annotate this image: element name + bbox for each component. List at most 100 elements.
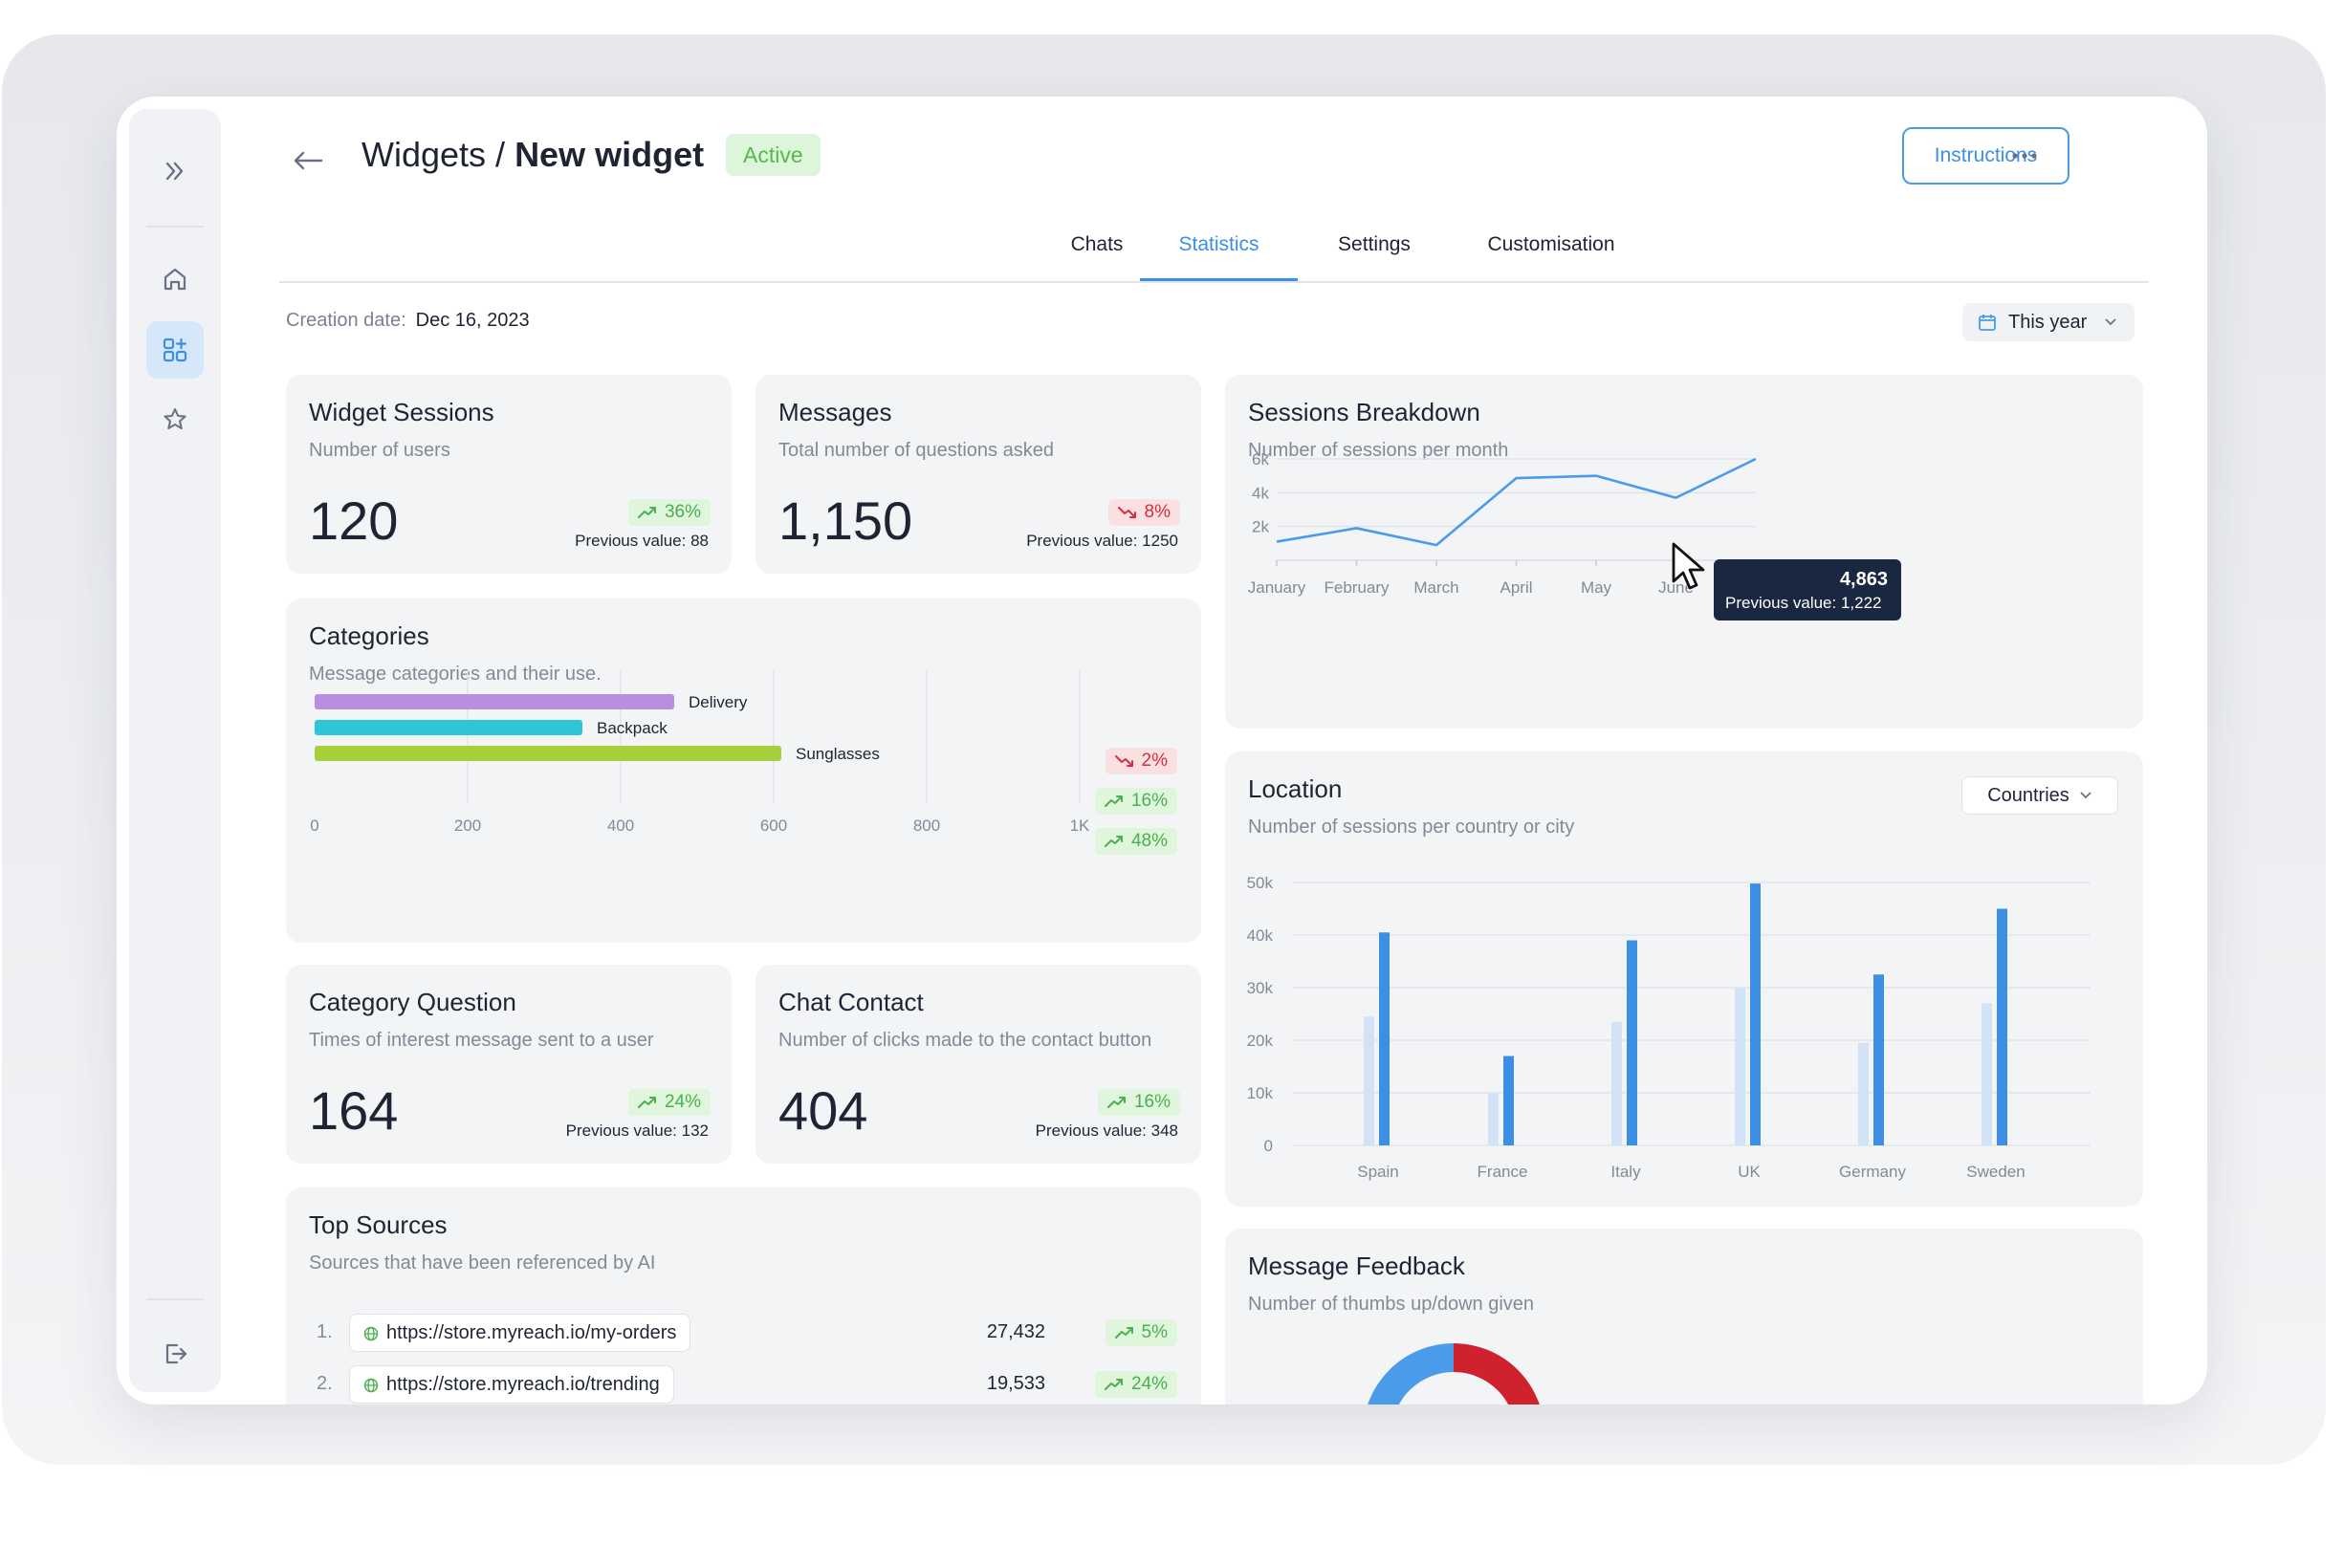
widgets-icon[interactable] [146, 321, 204, 379]
bar-current [1503, 1056, 1514, 1145]
chevron-down-icon [2080, 792, 2091, 799]
bar-label: Backpack [597, 719, 668, 737]
card-subtitle: Message categories and their use. [309, 664, 602, 685]
bar-current [1997, 908, 2007, 1145]
x-tick-label: February [1324, 578, 1390, 597]
trend-down-icon [1117, 507, 1136, 518]
x-tick-label: Spain [1357, 1163, 1398, 1181]
category-trend-backpack: 16% [1094, 788, 1177, 815]
breadcrumb-current: New widget [515, 135, 705, 174]
tab-settings[interactable]: Settings [1338, 233, 1411, 255]
back-arrow-icon[interactable] [284, 137, 332, 185]
location-type-select[interactable]: Countries [1961, 776, 2118, 815]
card-subtitle: Number of thumbs up/down given [1248, 1294, 1535, 1315]
trend-value: 2% [1141, 751, 1168, 771]
bar-label: Delivery [689, 693, 748, 711]
card-subtitle: Times of interest message sent to a user [309, 1030, 654, 1051]
more-dots-icon [2012, 153, 2037, 159]
x-tick-label: 600 [760, 817, 787, 835]
card-subtitle: Number of clicks made to the contact but… [778, 1030, 1152, 1051]
y-tick-label: 0 [1264, 1137, 1273, 1155]
bar-current [1750, 883, 1761, 1145]
x-tick-label: Sweden [1966, 1163, 2025, 1181]
more-options-button[interactable] [2001, 137, 2048, 175]
tab-chats[interactable]: Chats [1070, 233, 1124, 255]
bar-previous [1735, 988, 1745, 1145]
x-tick-label: April [1500, 578, 1532, 597]
trend-badge: 24% [1094, 1371, 1177, 1398]
trend-value: 36% [664, 502, 701, 522]
x-tick-label: May [1581, 578, 1612, 597]
x-tick-label: 200 [454, 817, 481, 835]
trend-badge: 5% [1105, 1319, 1177, 1346]
tab-statistics[interactable]: Statistics [1140, 233, 1298, 281]
creation-date-value: Dec 16, 2023 [415, 310, 530, 331]
star-icon[interactable] [146, 391, 204, 448]
trend-badge: 36% [627, 499, 711, 526]
source-link[interactable]: https://store.myreach.io/my-orders [349, 1314, 691, 1352]
previous-value: Previous value: 1250 [1026, 532, 1178, 550]
sidebar [129, 109, 221, 1392]
categories-chart: 0 200 400 600 800 1K Delivery Backpack Sunglasse… [310, 670, 1090, 835]
trend-up-icon [1114, 1327, 1133, 1339]
x-tick-label: Italy [1610, 1163, 1641, 1181]
card-title: Top Sources [309, 1210, 448, 1239]
trend-value: 24% [664, 1092, 701, 1112]
calendar-icon [1979, 315, 1996, 331]
date-range-select[interactable]: This year [1962, 303, 2135, 341]
card-subtitle: Total number of questions asked [778, 440, 1054, 461]
location-card: Location Number of sessions per country … [1225, 751, 2143, 1207]
globe-icon [363, 1326, 379, 1341]
metric-value: 404 [778, 1080, 868, 1141]
bar-previous [1858, 1042, 1869, 1145]
source-url: https://store.myreach.io/my-orders [386, 1321, 677, 1343]
logout-icon[interactable] [146, 1325, 204, 1383]
y-tick-label: 50k [1247, 874, 1274, 892]
instructions-button[interactable]: Instructions [1902, 127, 2069, 185]
trend-badge: 8% [1107, 499, 1180, 526]
card-title: Sessions Breakdown [1248, 398, 1480, 426]
x-tick-label: January [1248, 578, 1306, 597]
message-feedback-card: Message Feedback Number of thumbs up/dow… [1225, 1229, 2143, 1405]
trend-badge: 16% [1097, 1089, 1180, 1116]
trend-down-icon [1114, 755, 1133, 767]
y-tick-label: 10k [1247, 1084, 1274, 1102]
top-sources-card: Top Sources Sources that have been refer… [286, 1187, 1201, 1405]
source-link[interactable]: https://store.myreach.io/trending [349, 1365, 674, 1404]
mouse-cursor-icon [1672, 542, 1705, 590]
donut-slice-down [1453, 1343, 1540, 1405]
trend-value: 24% [1130, 1374, 1168, 1394]
sessions-breakdown-card: Sessions Breakdown Number of sessions pe… [1225, 375, 2143, 729]
trend-up-icon [637, 1097, 656, 1108]
x-tick-label: UK [1738, 1163, 1761, 1181]
tab-customisation[interactable]: Customisation [1487, 233, 1615, 255]
x-tick-label: 800 [913, 817, 940, 835]
sessions-line-chart: 2k4k6kJanuaryFebruaryMarchAprilMayJuneJu… [1248, 450, 1771, 597]
donut-slice-up [1368, 1343, 1455, 1405]
trend-value: 16% [1130, 791, 1168, 811]
bar-previous [1364, 1016, 1374, 1145]
series-line [1276, 457, 1757, 547]
bar [315, 694, 674, 709]
trend-badge: 24% [627, 1089, 711, 1116]
categories-card: Categories Message categories and their … [286, 599, 1201, 943]
trend-value: 16% [1133, 1092, 1171, 1112]
previous-value: Previous value: 348 [1035, 1122, 1178, 1140]
y-tick-label: 20k [1247, 1032, 1274, 1050]
page-title: Widgets / New widget [361, 135, 704, 175]
status-badge: Active [726, 134, 821, 176]
card-title: Categories [309, 621, 429, 650]
card-title: Category Question [309, 988, 516, 1016]
location-bar-chart: 0 10k 20k 30k 40k 50k Spain France Italy UK German… [1247, 874, 2091, 1181]
metric-value: 120 [309, 490, 399, 551]
x-tick-label: Germany [1839, 1163, 1906, 1181]
breadcrumb-parent[interactable]: Widgets / [361, 135, 506, 174]
widget-sessions-card: Widget Sessions Number of users 120 36% … [286, 375, 732, 574]
card-subtitle: Number of sessions per month [1248, 440, 1509, 461]
date-range-label: This year [2008, 311, 2088, 333]
card-title: Chat Contact [778, 988, 924, 1016]
trend-value: 5% [1141, 1322, 1168, 1342]
expand-sidebar-icon[interactable] [146, 142, 204, 200]
trend-up-icon [637, 507, 656, 518]
home-icon[interactable] [146, 250, 204, 308]
